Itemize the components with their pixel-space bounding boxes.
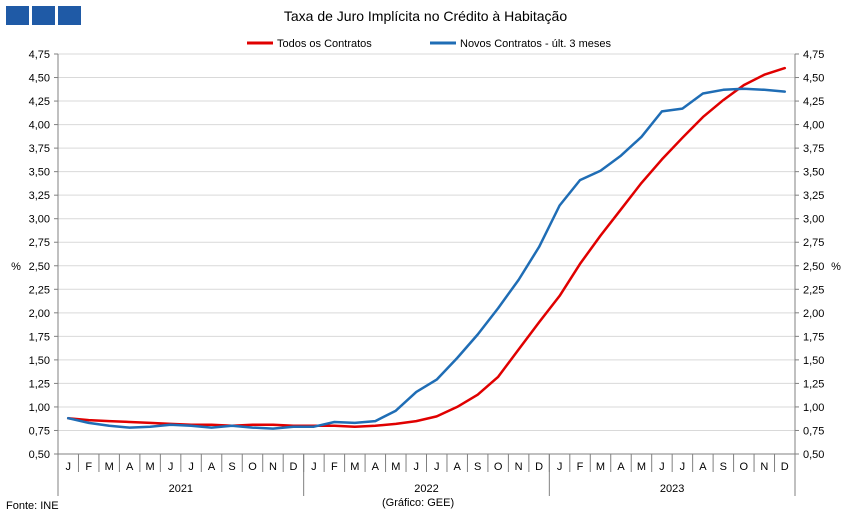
y-tick-label-left: 3,75 (29, 143, 50, 155)
y-tick-label-right: 0,50 (803, 449, 824, 461)
x-tick-label-month: N (269, 461, 277, 473)
y-tick-label-left: 1,50 (29, 355, 50, 367)
y-tick-label-left: 3,00 (29, 214, 50, 226)
logo-block (6, 6, 29, 25)
x-tick-label-month: M (596, 461, 605, 473)
x-tick-label-month: M (146, 461, 155, 473)
y-tick-label-left: 0,50 (29, 449, 50, 461)
x-tick-label-month: F (85, 461, 92, 473)
y-tick-label-right: 4,00 (803, 120, 824, 132)
y-tick-label-right: 4,75 (803, 49, 824, 61)
x-year-label: 2022 (414, 483, 438, 495)
y-tick-label-right: 2,25 (803, 284, 824, 296)
series-line-todos-contratos (66, 66, 787, 428)
y-tick-label-left: 3,25 (29, 190, 50, 202)
x-tick-label-month: J (311, 461, 317, 473)
x-tick-label-month: J (680, 461, 686, 473)
y-tick-label-right: 2,75 (803, 237, 824, 249)
y-tick-label-left: 1,00 (29, 402, 50, 414)
x-tick-label-month: S (720, 461, 727, 473)
x-year-label: 2023 (660, 483, 684, 495)
y-tick-label-left: 3,50 (29, 167, 50, 179)
y-tick-label-right: 2,50 (803, 261, 824, 273)
y-tick-label-left: 2,00 (29, 308, 50, 320)
x-tick-label-month: D (781, 461, 789, 473)
legend-label: Todos os Contratos (277, 38, 372, 50)
x-tick-label-month: A (126, 461, 134, 473)
y-tick-label-right: 1,75 (803, 331, 824, 343)
y-tick-label-left: 4,25 (29, 96, 50, 108)
x-tick-label-month: M (105, 461, 114, 473)
y-axis-label-left: % (11, 261, 21, 273)
x-tick-label-month: M (637, 461, 646, 473)
x-tick-label-month: F (331, 461, 338, 473)
source-note: Fonte: INE (6, 500, 59, 512)
y-tick-label-right: 0,75 (803, 425, 824, 437)
x-tick-label-month: N (760, 461, 768, 473)
y-tick-label-left: 2,50 (29, 261, 50, 273)
x-tick-label-month: O (740, 461, 749, 473)
x-tick-label-month: J (659, 461, 665, 473)
x-tick-label-month: A (208, 461, 216, 473)
x-tick-label-month: D (535, 461, 543, 473)
x-year-label: 2021 (169, 483, 193, 495)
y-tick-label-left: 4,00 (29, 120, 50, 132)
x-tick-label-month: J (414, 461, 420, 473)
x-tick-label-month: F (577, 461, 584, 473)
x-tick-label-month: O (248, 461, 257, 473)
y-tick-label-left: 4,50 (29, 73, 50, 85)
x-tick-label-month: A (454, 461, 462, 473)
y-tick-label-left: 4,75 (29, 49, 50, 61)
y-tick-label-right: 3,50 (803, 167, 824, 179)
series-line-novos-contratos (66, 87, 787, 430)
y-tick-label-right: 1,00 (803, 402, 824, 414)
y-axis-label-right: % (831, 261, 841, 273)
gee-logo (6, 6, 81, 25)
y-tick-label-right: 3,75 (803, 143, 824, 155)
y-tick-label-right: 1,50 (803, 355, 824, 367)
logo-block (58, 6, 81, 25)
x-tick-label-month: A (699, 461, 707, 473)
x-tick-label-month: N (515, 461, 523, 473)
x-tick-label-month: S (474, 461, 481, 473)
x-tick-label-month: A (617, 461, 625, 473)
y-tick-label-left: 1,75 (29, 331, 50, 343)
x-tick-label-month: J (168, 461, 174, 473)
y-tick-label-right: 4,50 (803, 73, 824, 85)
x-tick-label-month: M (391, 461, 400, 473)
y-tick-label-right: 3,00 (803, 214, 824, 226)
x-tick-label-month: J (65, 461, 71, 473)
y-tick-label-left: 0,75 (29, 425, 50, 437)
x-tick-label-month: J (188, 461, 194, 473)
x-tick-label-month: J (434, 461, 440, 473)
y-tick-label-left: 1,25 (29, 378, 50, 390)
x-tick-label-month: D (289, 461, 297, 473)
chart-title: Taxa de Juro Implícita no Crédito à Habi… (283, 8, 568, 24)
y-tick-label-left: 2,75 (29, 237, 50, 249)
y-tick-label-right: 2,00 (803, 308, 824, 320)
x-tick-label-month: S (228, 461, 235, 473)
x-tick-label-month: A (372, 461, 380, 473)
x-tick-label-month: O (494, 461, 503, 473)
y-tick-label-right: 1,25 (803, 378, 824, 390)
logo-block (32, 6, 55, 25)
y-tick-label-left: 2,25 (29, 284, 50, 296)
y-tick-label-right: 3,25 (803, 190, 824, 202)
y-tick-label-right: 4,25 (803, 96, 824, 108)
x-tick-label-month: J (557, 461, 563, 473)
legend-label: Novos Contratos - últ. 3 meses (460, 38, 612, 50)
x-tick-label-month: M (350, 461, 359, 473)
chart-credit: (Gráfico: GEE) (382, 497, 455, 509)
